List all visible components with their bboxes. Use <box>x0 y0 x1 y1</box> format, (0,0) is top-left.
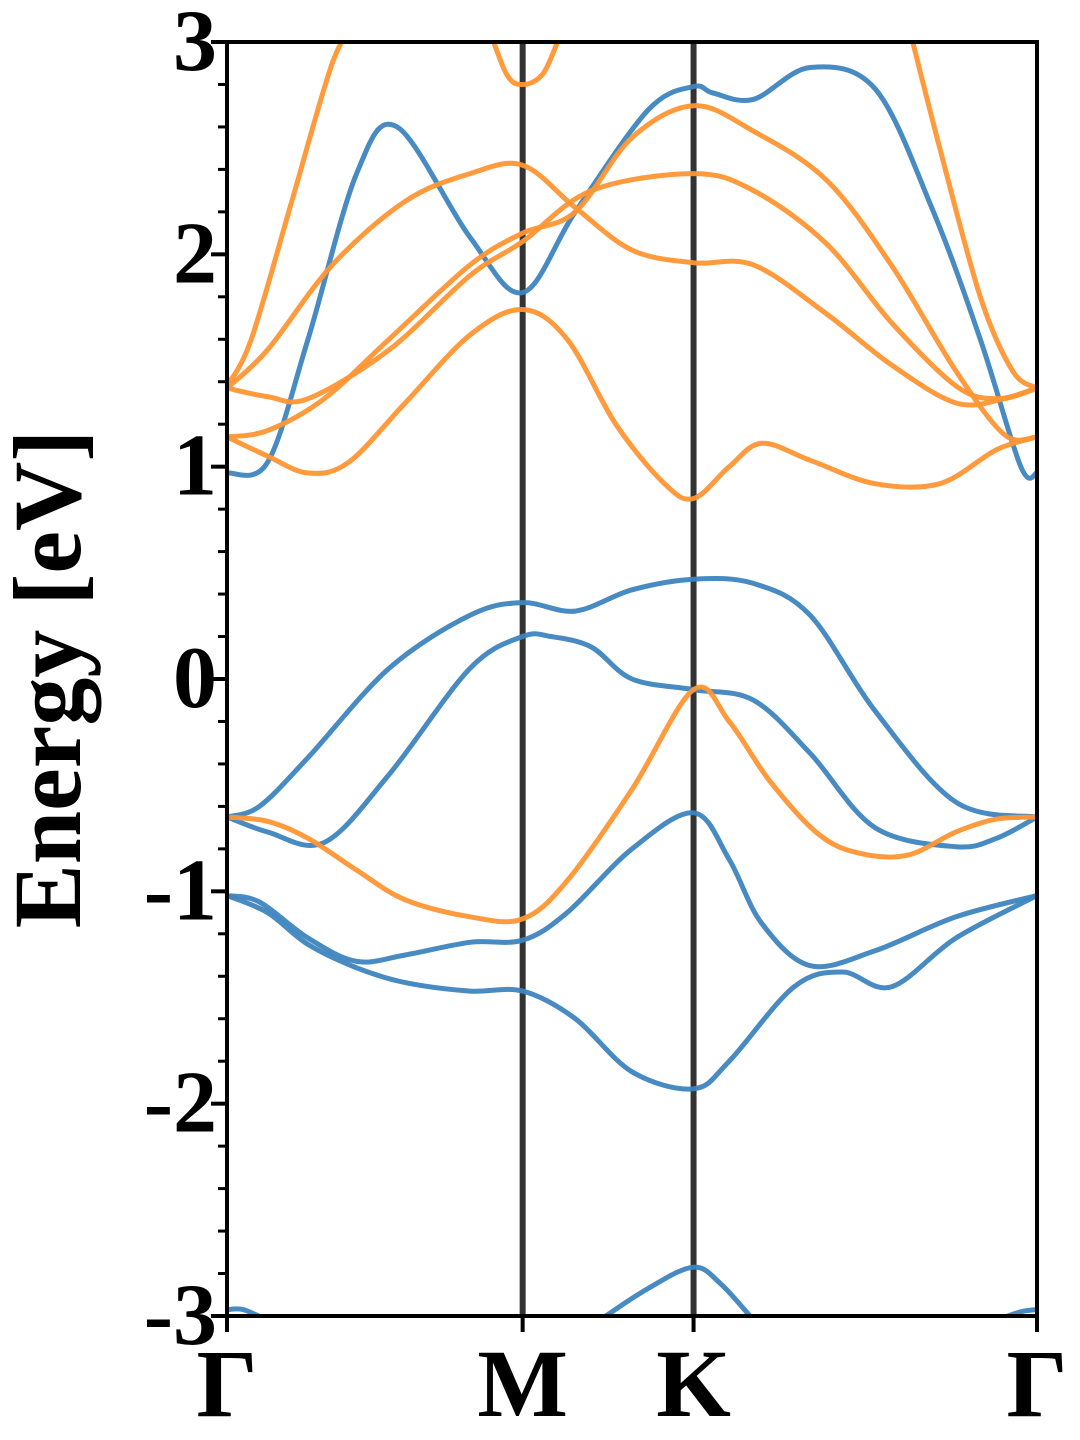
y-tick-label-1: 2 <box>173 205 217 302</box>
y-tick-labels: 3 2 1 0 -1 -2 -3 <box>144 0 217 1364</box>
x-tick-label-2: K <box>656 1330 731 1437</box>
y-tick-label-6: -3 <box>144 1267 217 1364</box>
x-tick-label-0: Γ <box>196 1330 257 1437</box>
band-line-orange-13 <box>227 103 1037 443</box>
band-line-orange-14 <box>227 307 1037 502</box>
x-tick-label-3: Γ <box>1006 1330 1067 1437</box>
x-tick-label-1: M <box>477 1330 568 1437</box>
y-axis-label: Energy [eV] <box>0 430 101 929</box>
band-line-blue-7 <box>1000 1307 1037 1316</box>
band-line-orange-8 <box>227 42 345 389</box>
band-line-orange-12 <box>227 171 1037 405</box>
band-line-blue-6 <box>601 1264 754 1316</box>
band-line-blue-5 <box>227 1306 265 1316</box>
band-line-blue-2 <box>227 631 1037 850</box>
y-tick-label-4: -1 <box>144 842 217 939</box>
y-tick-label-5: -2 <box>144 1055 217 1152</box>
major-ticks <box>211 40 1039 1332</box>
band-line-orange-15 <box>227 684 1037 925</box>
band-line-blue-1 <box>227 575 1037 820</box>
band-line-blue-4 <box>227 893 1037 1092</box>
y-tick-label-2: 1 <box>173 418 217 515</box>
band-line-orange-11 <box>227 160 1037 408</box>
high-symmetry-lines <box>519 42 697 1316</box>
band-line-blue-3 <box>227 810 1037 970</box>
y-tick-label-0: 3 <box>173 0 217 90</box>
y-tick-label-3: 0 <box>173 630 217 727</box>
plot-frame <box>225 40 1039 1318</box>
band-line-orange-9 <box>491 42 561 87</box>
band-line-orange-10 <box>910 42 1037 391</box>
band-series-group <box>227 42 1037 1316</box>
band-line-blue-0 <box>227 64 1037 481</box>
